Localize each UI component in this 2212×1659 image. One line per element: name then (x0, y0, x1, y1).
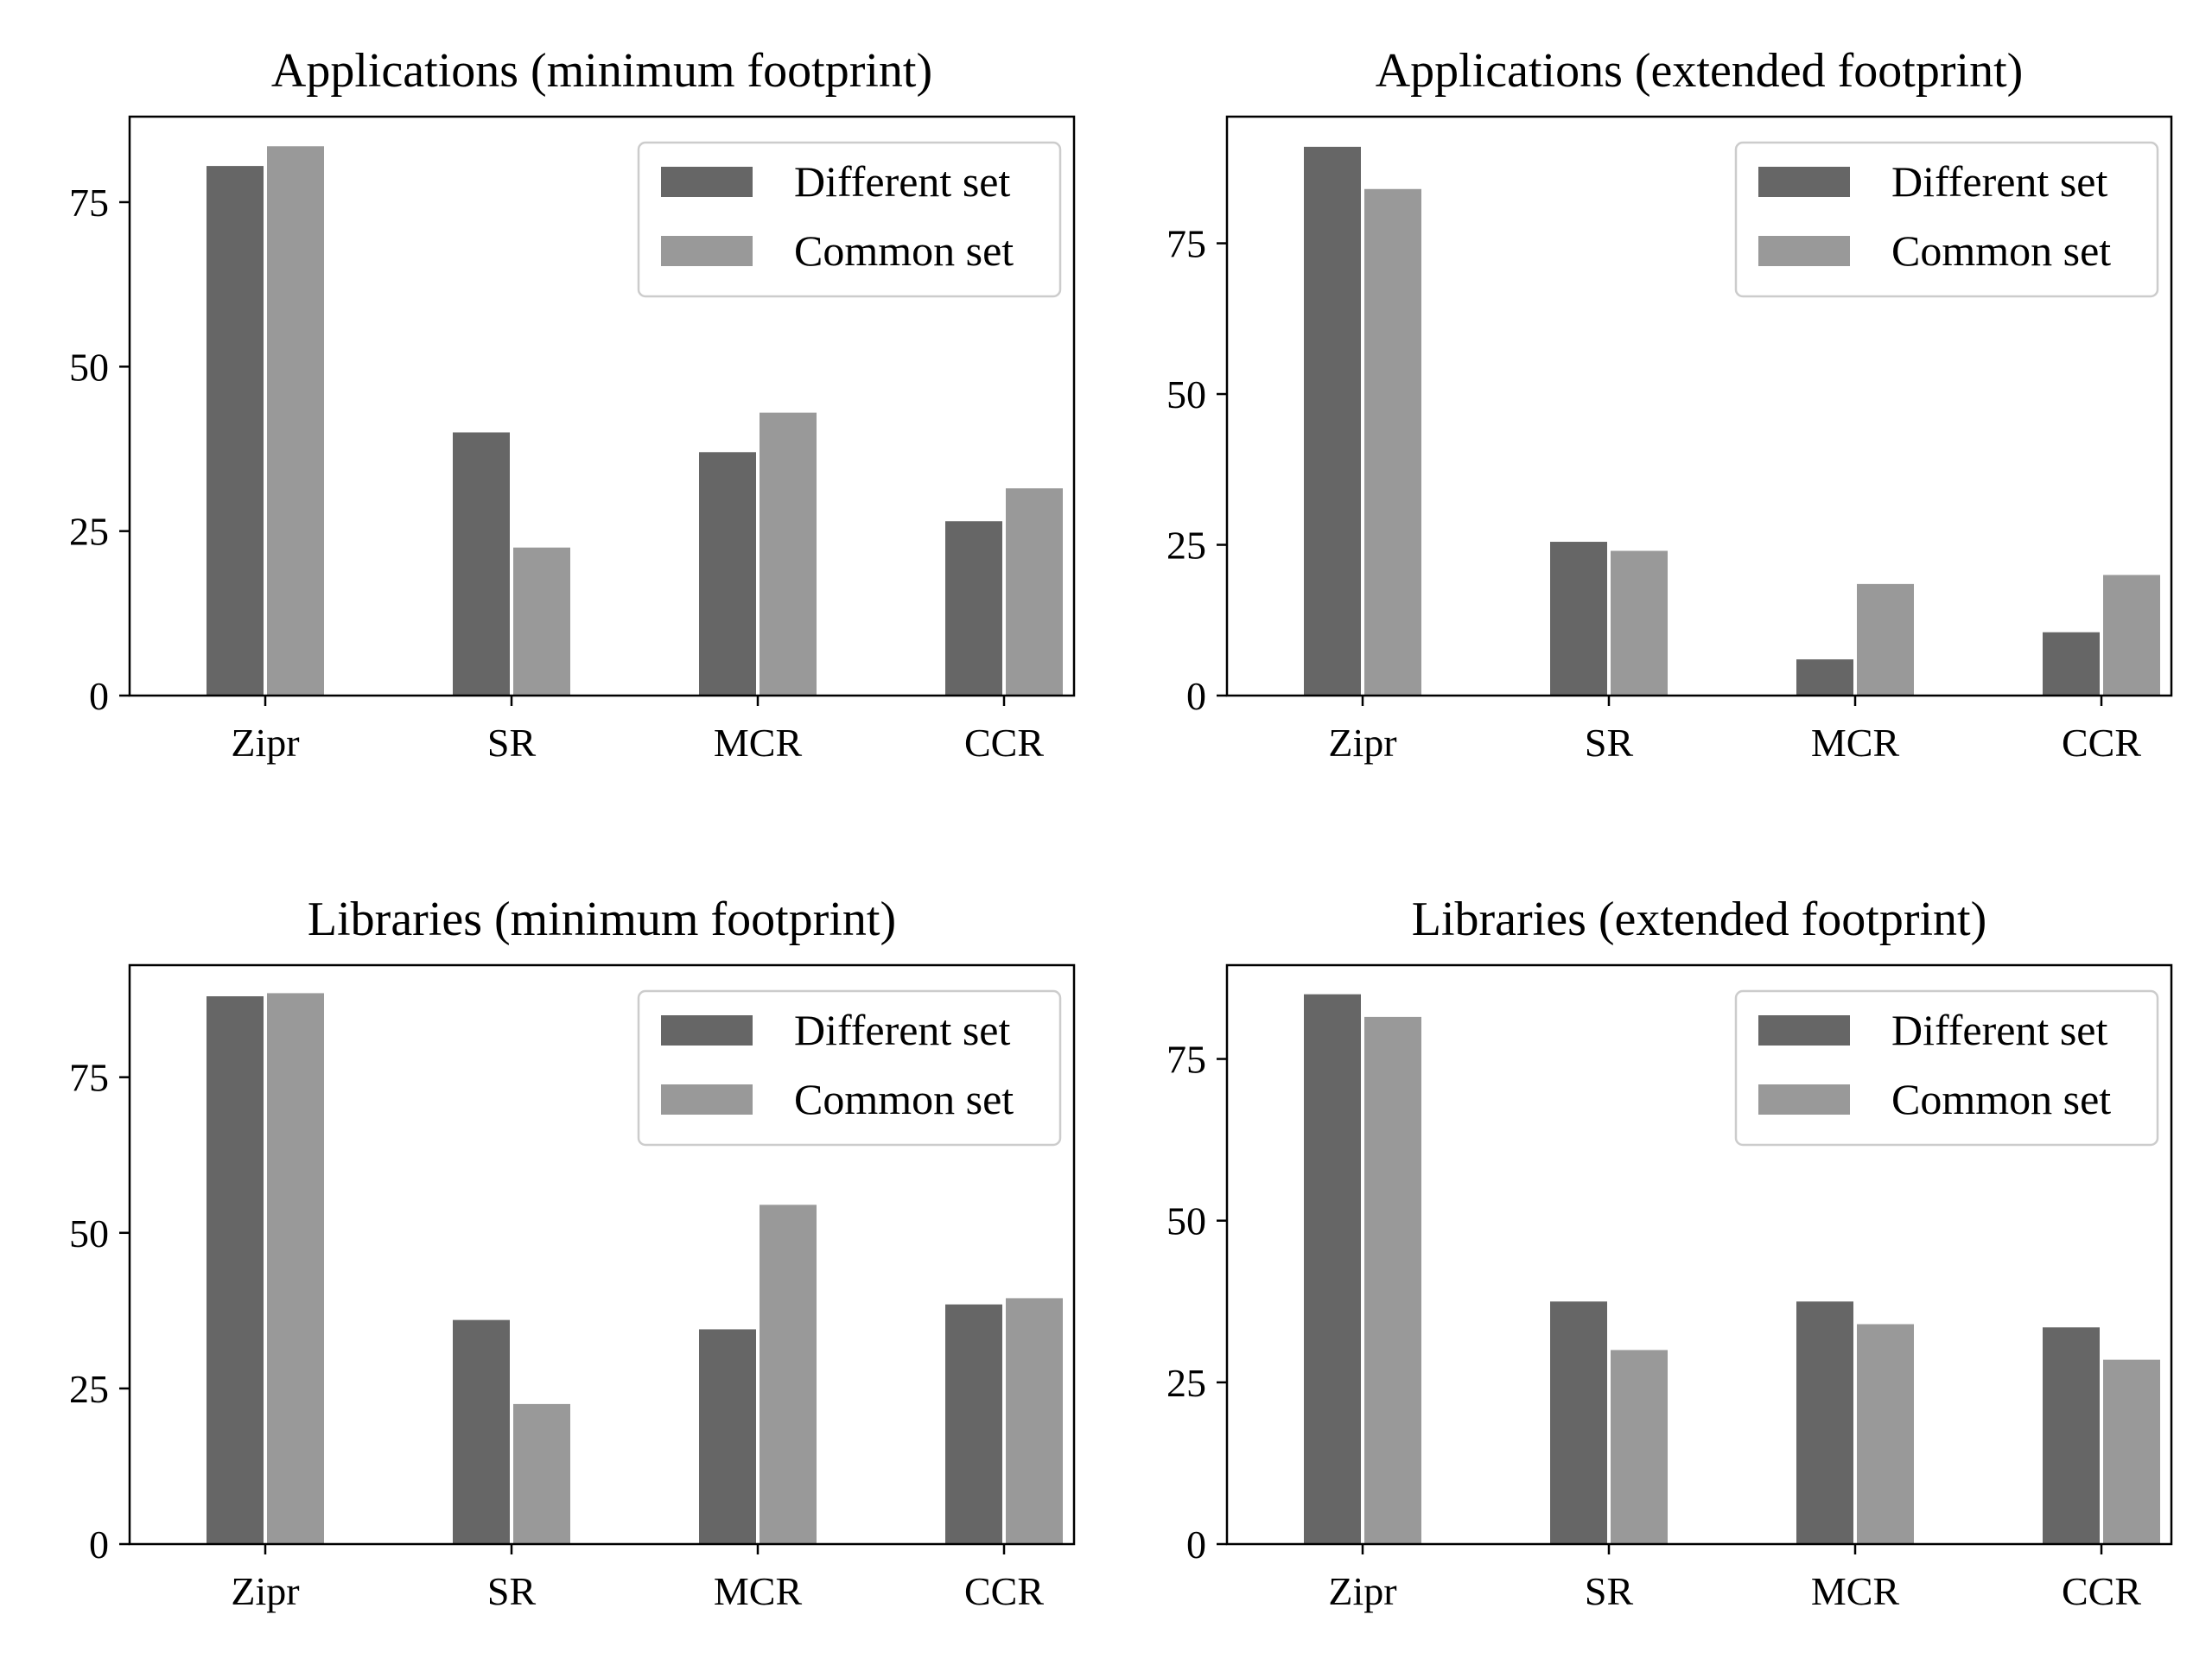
legend-swatch (661, 1015, 753, 1046)
chart-panel-4: Libraries (extended footprint) Zipr SR MCR C… (1166, 893, 2173, 1613)
bar-common-set-zipr (267, 146, 324, 696)
legend-swatch (661, 236, 753, 266)
legend: Different set Common set (637, 989, 1062, 1147)
bar-different-set-ccr (2043, 632, 2100, 696)
legend-swatch (1758, 1015, 1850, 1046)
legend-label: Different set (1891, 1006, 2107, 1054)
legend-label: Common set (1891, 1075, 2111, 1123)
x-tick-label: CCR (2062, 721, 2141, 765)
legend-label: Different set (1891, 157, 2107, 206)
legend: Different set Common set (637, 141, 1062, 298)
x-tick-label: MCR (1811, 1569, 1900, 1613)
y-tick-label: 25 (1166, 524, 1206, 568)
bar-different-set-sr (453, 1319, 510, 1544)
bar-different-set-sr (1550, 1301, 1607, 1544)
x-tick-label: Zipr (1328, 721, 1396, 765)
x-tick-label: SR (487, 721, 537, 765)
legend-label: Common set (1891, 226, 2111, 275)
bar-common-set-ccr (2103, 1359, 2160, 1544)
x-tick-label: SR (487, 1569, 537, 1613)
bar-common-set-sr (513, 547, 570, 696)
chart-title: Libraries (minimum footprint) (308, 893, 896, 946)
legend-swatch (661, 1084, 753, 1115)
y-tick-label: 50 (69, 1211, 109, 1255)
y-tick-label: 50 (1166, 1199, 1206, 1243)
chart-panel-1: Applications (minimum footprint) Zipr SR MC… (69, 44, 1076, 765)
x-tick-label: Zipr (231, 1569, 299, 1613)
y-tick-label: 75 (1166, 1038, 1206, 1082)
chart-panel-2: Applications (extended footprint) Zipr SR M… (1166, 44, 2173, 765)
legend-label: Common set (794, 226, 1014, 275)
x-tick-label: MCR (714, 721, 803, 765)
x-tick-label: SR (1585, 1569, 1634, 1613)
y-tick-label: 25 (69, 1367, 109, 1411)
bar-common-set-sr (1611, 550, 1668, 696)
x-tick-label: CCR (964, 721, 1044, 765)
plot-frame (1225, 115, 2173, 697)
x-tick-label: SR (1585, 721, 1634, 765)
bar-different-set-zipr (207, 166, 264, 696)
bar-common-set-zipr (1364, 1016, 1421, 1544)
x-tick-label: MCR (1811, 721, 1900, 765)
bar-common-set-mcr (1857, 583, 1914, 696)
chart-title: Applications (minimum footprint) (271, 44, 932, 98)
legend-label: Different set (794, 157, 1010, 206)
bar-different-set-mcr (699, 1329, 756, 1544)
x-tick-label: CCR (964, 1569, 1044, 1613)
chart-title: Libraries (extended footprint) (1412, 893, 1987, 946)
bar-different-set-mcr (1796, 1301, 1853, 1544)
y-tick-label: 50 (69, 345, 109, 389)
bar-common-set-ccr (2103, 575, 2160, 696)
y-tick-label: 25 (69, 510, 109, 554)
x-tick-label: Zipr (1328, 1569, 1396, 1613)
legend-swatch (1758, 236, 1850, 266)
bar-different-set-zipr (1304, 146, 1361, 696)
bar-common-set-mcr (1857, 1324, 1914, 1544)
chart-title: Applications (extended footprint) (1376, 44, 2024, 98)
legend-label: Different set (794, 1006, 1010, 1054)
bar-different-set-zipr (1304, 994, 1361, 1544)
bar-common-set-ccr (1006, 1298, 1063, 1544)
x-tick-label: MCR (714, 1569, 803, 1613)
y-tick-label: 25 (1166, 1361, 1206, 1405)
y-tick-label: 0 (1186, 674, 1206, 718)
y-tick-label: 75 (1166, 222, 1206, 266)
x-tick-label: Zipr (231, 721, 299, 765)
bar-different-set-zipr (207, 996, 264, 1544)
bar-different-set-mcr (1796, 659, 1853, 696)
bar-common-set-zipr (1364, 188, 1421, 696)
plot-frame (128, 115, 1076, 697)
legend: Different set Common set (1734, 989, 2159, 1147)
y-tick-label: 75 (69, 181, 109, 225)
plot-frame (128, 963, 1076, 1546)
legend: Different set Common set (1734, 141, 2159, 298)
y-tick-label: 0 (89, 1522, 109, 1567)
chart-panel-3: Libraries (minimum footprint) Zipr SR MCR CC… (69, 893, 1076, 1613)
y-tick-label: 0 (1186, 1522, 1206, 1567)
bar-common-set-sr (513, 1403, 570, 1544)
bar-common-set-mcr (760, 412, 817, 696)
bar-common-set-zipr (267, 993, 324, 1544)
legend-label: Common set (794, 1075, 1014, 1123)
bar-common-set-mcr (760, 1205, 817, 1544)
bar-different-set-sr (453, 432, 510, 696)
bar-common-set-sr (1611, 1350, 1668, 1544)
bar-different-set-mcr (699, 452, 756, 696)
legend-swatch (661, 167, 753, 197)
x-tick-label: CCR (2062, 1569, 2141, 1613)
y-tick-label: 50 (1166, 372, 1206, 416)
bar-different-set-sr (1550, 542, 1607, 696)
plot-frame (1225, 963, 2173, 1546)
bar-common-set-ccr (1006, 488, 1063, 696)
bar-different-set-ccr (945, 521, 1002, 696)
y-tick-label: 75 (69, 1056, 109, 1100)
bar-different-set-ccr (2043, 1327, 2100, 1544)
bar-different-set-ccr (945, 1304, 1002, 1544)
legend-swatch (1758, 1084, 1850, 1115)
y-tick-label: 0 (89, 674, 109, 718)
legend-swatch (1758, 167, 1850, 197)
